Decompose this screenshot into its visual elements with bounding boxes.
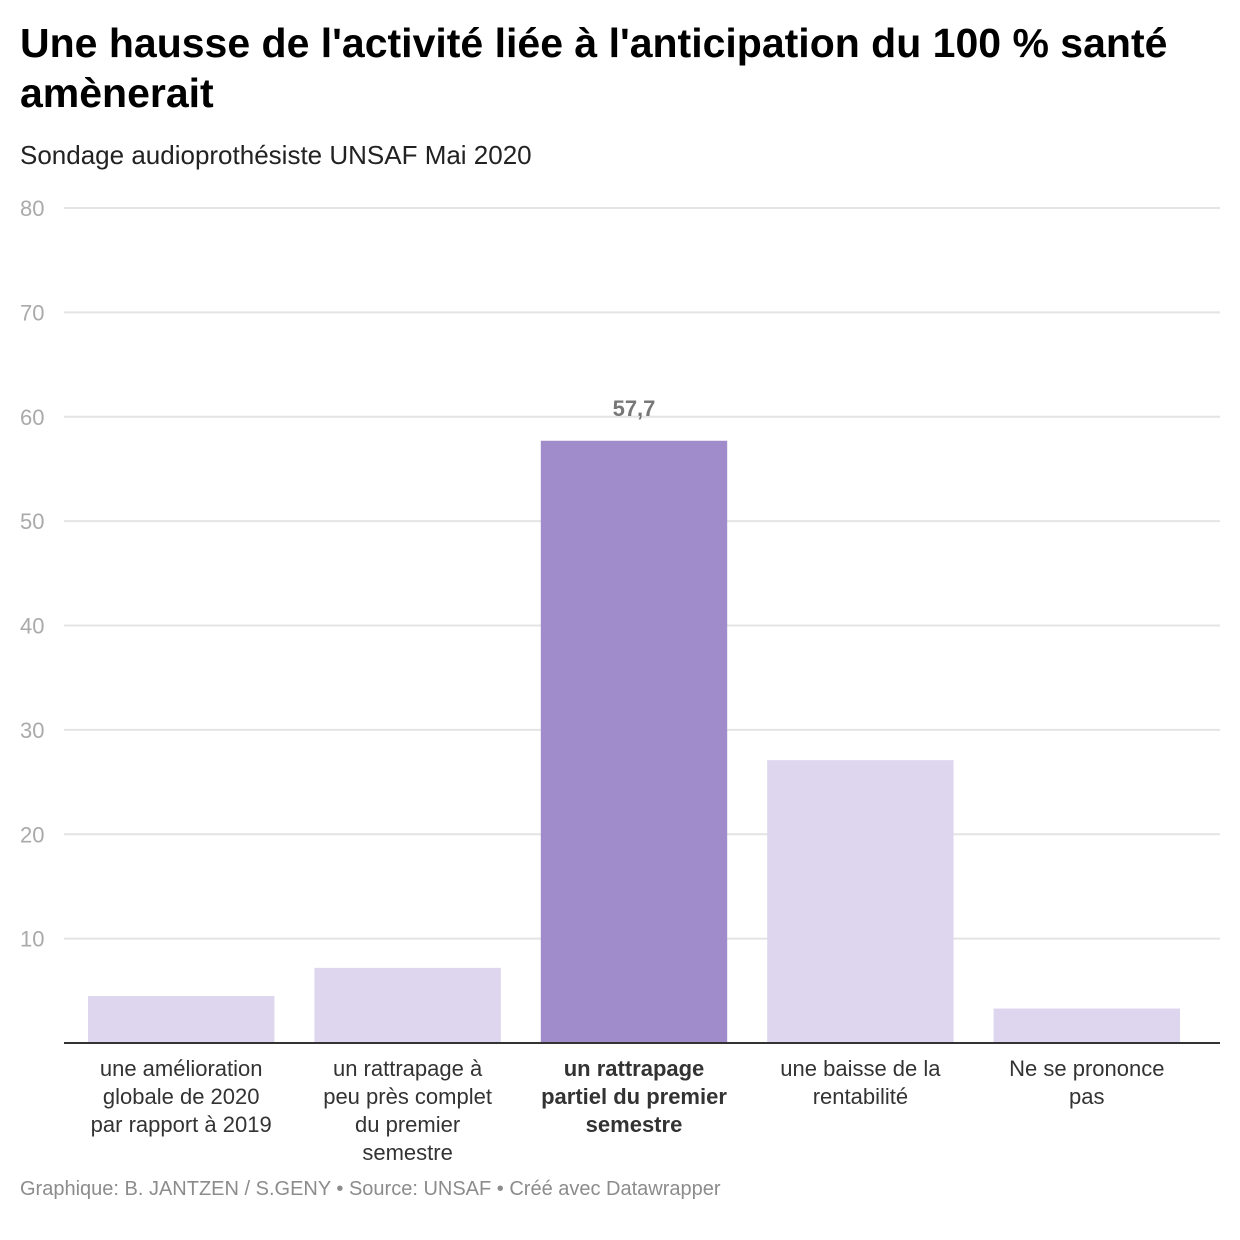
bar bbox=[88, 996, 275, 1043]
x-category-label: Ne se prononce pas bbox=[1009, 1056, 1164, 1109]
y-tick-label: 20 bbox=[20, 822, 44, 847]
chart-footer: Graphique: B. JANTZEN / S.GENY • Source:… bbox=[20, 1178, 721, 1200]
bar bbox=[767, 760, 954, 1043]
y-tick-label: 30 bbox=[20, 718, 44, 743]
y-tick-label: 60 bbox=[20, 405, 44, 430]
y-tick-label: 50 bbox=[20, 509, 44, 534]
x-category-label: un rattrapage partiel du premier semestre bbox=[541, 1056, 727, 1137]
chart-subtitle: Sondage audioprothésiste UNSAF Mai 2020 bbox=[20, 140, 532, 170]
chart-title: Une hausse de l'activité liée à l'antici… bbox=[20, 20, 1168, 116]
y-tick-label: 70 bbox=[20, 300, 44, 325]
y-tick-label: 10 bbox=[20, 927, 44, 952]
x-category-label: une baisse de la rentabilité bbox=[780, 1056, 941, 1109]
bar bbox=[314, 967, 501, 1043]
bar bbox=[540, 440, 728, 1044]
bar-chart: 10 20 30 40 50 60 70 80 une amélioration globale … bbox=[20, 196, 1220, 1165]
y-tick-label: 40 bbox=[20, 614, 44, 639]
data-label: 57,7 bbox=[613, 396, 656, 421]
bar bbox=[993, 1008, 1180, 1043]
x-category-label: une amélioration globale de 2020 par rappo… bbox=[91, 1056, 272, 1137]
x-category-label: un rattrapage à peu près complet du premie… bbox=[323, 1056, 492, 1165]
y-tick-label: 80 bbox=[20, 196, 44, 221]
